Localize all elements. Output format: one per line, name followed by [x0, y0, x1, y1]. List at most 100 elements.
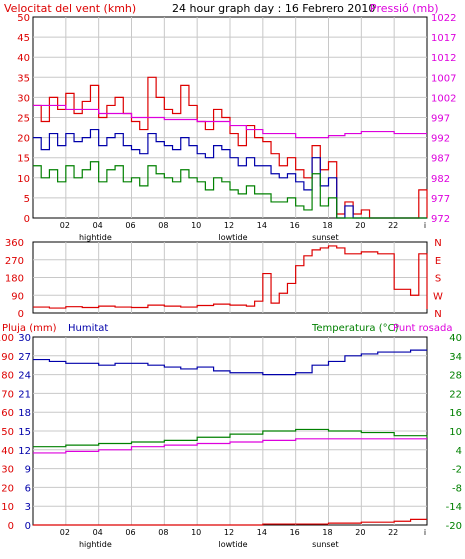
y-tick-pressure: 1012 — [431, 53, 456, 64]
y-tick-humidity: 18 — [18, 408, 31, 419]
y-tick-direction: 180 — [5, 274, 24, 285]
y-tick-temperature: -2 — [452, 465, 462, 476]
series-line-1 — [33, 428, 428, 448]
direction-letter: W — [433, 291, 443, 302]
time-tick: 22 — [388, 221, 398, 230]
y-tick-direction: 270 — [5, 256, 24, 267]
y-tick-humidity: 3 — [25, 502, 31, 513]
series-line-3 — [33, 104, 427, 139]
direction-letter: N — [434, 309, 441, 320]
y-tick-rain: 70 — [1, 389, 14, 400]
wind-pressure-panel: 0 5 10 15 20 25 30 35 40 45 50 972 977 982 987 992 997 10… — [17, 13, 456, 242]
time-tick: 10 — [191, 221, 201, 230]
header-left: Velocitat del vent (kmh) — [4, 2, 136, 15]
y-tick-temperature: 22 — [449, 389, 462, 400]
y-tick-direction: 360 — [5, 238, 24, 249]
y-tick-rain: 80 — [1, 371, 14, 382]
time-tick: 18 — [322, 528, 332, 537]
y-tick-temperature: 28 — [449, 371, 462, 382]
y-tick-humidity: 21 — [18, 389, 31, 400]
time-tick: 14 — [257, 221, 267, 230]
y-tick-pressure: 1022 — [431, 13, 456, 24]
series-line-0 — [33, 349, 427, 376]
y-tick-pressure: 1017 — [431, 33, 456, 44]
y-tick-direction: 90 — [11, 291, 24, 302]
series-line-0 — [33, 76, 428, 219]
y-tick-temperature: 16 — [449, 408, 462, 419]
y-tick-pressure: 972 — [431, 214, 450, 225]
time-tick: 04 — [93, 528, 103, 537]
y-tick-rain: 50 — [1, 427, 14, 438]
y-tick-speed: 10 — [17, 174, 30, 185]
tide-event-label: hightide — [79, 233, 112, 242]
y-tick-humidity: 9 — [25, 465, 31, 476]
y-tick-rain: 30 — [1, 465, 14, 476]
humidity-temp-panel: 0102030405060708090100036912151821242730… — [0, 333, 462, 549]
y-tick-pressure: 1007 — [431, 73, 456, 84]
y-tick-humidity: 24 — [18, 371, 31, 382]
time-tick: 20 — [355, 528, 365, 537]
tide-event-label: lowtide — [219, 540, 248, 549]
panel3-left1: Pluja (mm) — [2, 323, 57, 334]
tide-event-label: sunset — [312, 540, 339, 549]
y-tick-humidity: 0 — [25, 521, 31, 532]
y-tick-speed: 0 — [24, 214, 30, 225]
y-tick-temperature: -14 — [446, 502, 462, 513]
direction-letter: E — [435, 256, 441, 267]
y-tick-humidity: 30 — [18, 333, 31, 344]
direction-letter: N — [434, 238, 441, 249]
series-line-2 — [33, 161, 427, 219]
time-tick: 06 — [125, 528, 135, 537]
time-tick: 08 — [158, 221, 168, 230]
header-center: 24 hour graph day : 16 Febrero 2010 — [172, 2, 375, 15]
tide-event-label: sunset — [312, 233, 339, 242]
time-tick: i — [424, 528, 426, 537]
y-tick-temperature: 34 — [449, 352, 462, 363]
y-tick-humidity: 27 — [18, 352, 31, 363]
y-tick-pressure: 982 — [431, 174, 450, 185]
y-tick-humidity: 15 — [18, 427, 31, 438]
y-tick-rain: 40 — [1, 446, 14, 457]
y-tick-pressure: 977 — [431, 194, 450, 205]
y-tick-temperature: 10 — [449, 427, 462, 438]
time-tick: 20 — [355, 221, 365, 230]
y-tick-speed: 35 — [17, 73, 30, 84]
y-tick-rain: 0 — [8, 521, 14, 532]
panel3-right2: Punt rosada — [393, 323, 452, 334]
series-line-1 — [33, 128, 427, 219]
y-tick-pressure: 997 — [431, 114, 450, 125]
y-tick-rain: 100 — [0, 333, 14, 344]
series-line-2 — [33, 438, 427, 454]
y-tick-pressure: 987 — [431, 154, 450, 165]
time-tick: i — [424, 221, 426, 230]
y-tick-speed: 5 — [24, 194, 30, 205]
direction-line-0 — [33, 245, 428, 310]
y-tick-direction: 0 — [18, 309, 24, 320]
y-tick-speed: 30 — [17, 93, 30, 104]
y-tick-pressure: 1002 — [431, 93, 456, 104]
y-tick-rain: 10 — [1, 502, 14, 513]
y-tick-speed: 15 — [17, 154, 30, 165]
y-tick-pressure: 992 — [431, 134, 450, 145]
time-tick: 06 — [125, 221, 135, 230]
time-tick: 14 — [257, 528, 267, 537]
y-tick-temperature: -8 — [452, 483, 462, 494]
time-tick: 12 — [224, 528, 234, 537]
header-right: Pressió (mb) — [370, 2, 439, 15]
time-tick: 02 — [60, 528, 70, 537]
y-tick-humidity: 12 — [18, 446, 31, 457]
y-tick-speed: 50 — [17, 13, 30, 24]
time-tick: 16 — [290, 528, 300, 537]
time-tick: 22 — [388, 528, 398, 537]
time-tick: 18 — [322, 221, 332, 230]
panel3-right1: Temperatura (°C) — [311, 323, 399, 334]
y-tick-speed: 25 — [17, 114, 30, 125]
time-tick: 02 — [60, 221, 70, 230]
tide-event-label: hightide — [79, 540, 112, 549]
y-tick-speed: 20 — [17, 134, 30, 145]
direction-letter: S — [435, 274, 441, 285]
y-tick-humidity: 6 — [25, 483, 31, 494]
y-tick-temperature: 40 — [449, 333, 462, 344]
